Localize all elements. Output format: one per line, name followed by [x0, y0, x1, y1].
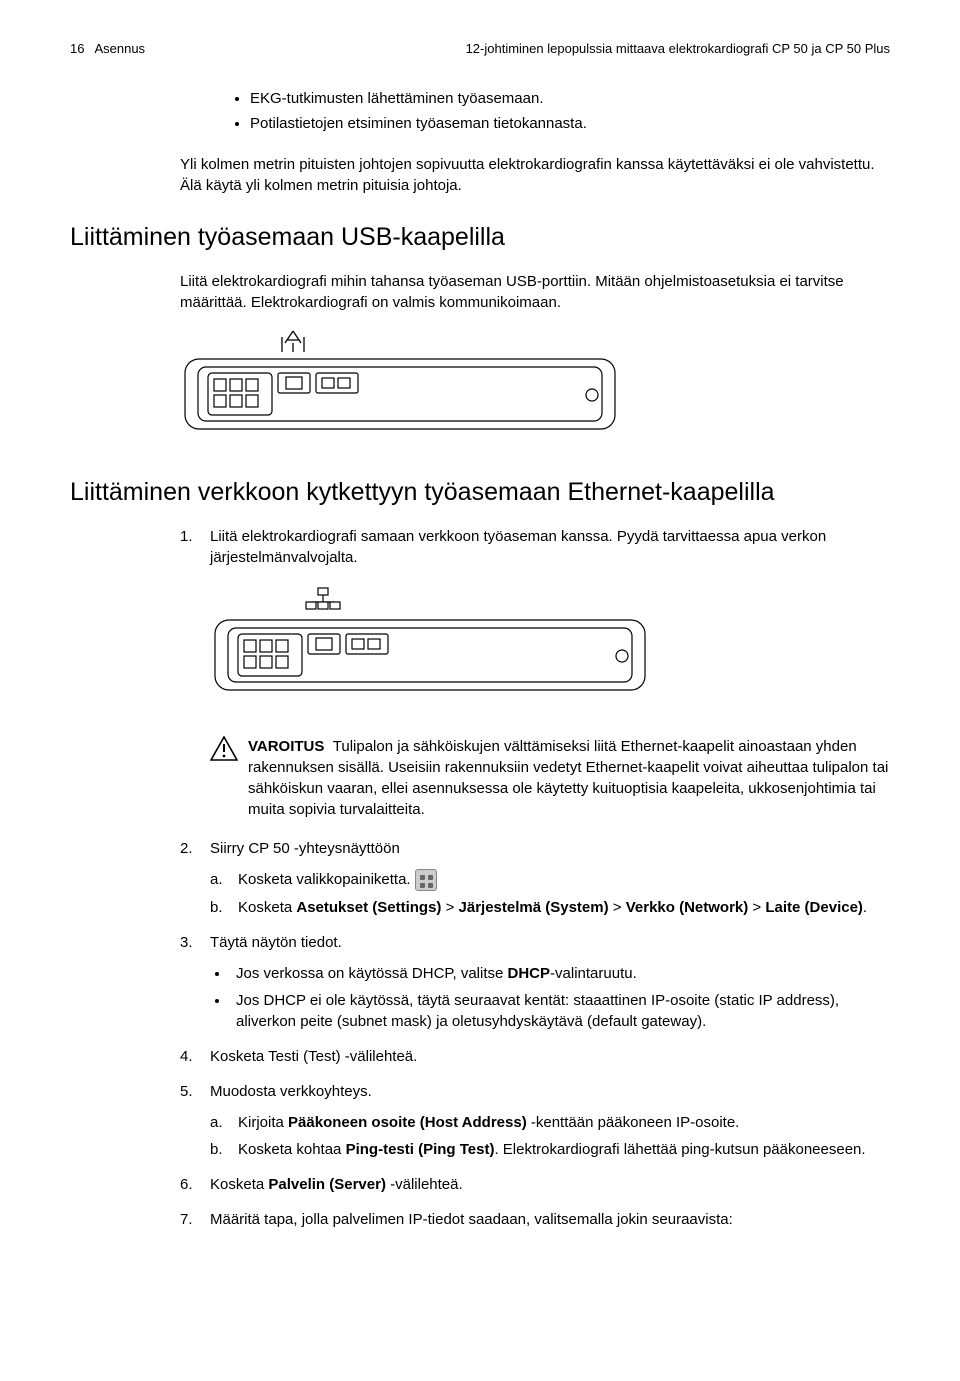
list-item: Jos DHCP ei ole käytössä, täytä seuraava… — [230, 990, 890, 1032]
step-text: Siirry CP 50 -yhteysnäyttöön — [210, 840, 400, 857]
device-illustration-usb — [180, 331, 890, 447]
step-2: Siirry CP 50 -yhteysnäyttöön Kosketa val… — [180, 838, 890, 918]
step-text: Muodosta verkkoyhteys. — [210, 1083, 372, 1100]
step-5a: Kirjoita Pääkoneen osoite (Host Address)… — [210, 1112, 890, 1133]
page-header: 16 Asennus 12-johtiminen lepopulssia mit… — [70, 40, 890, 58]
step-5b: Kosketa kohtaa Ping-testi (Ping Test). E… — [210, 1139, 890, 1160]
step-text: Täytä näytön tiedot. — [210, 934, 342, 951]
top-bullet-list: EKG-tutkimusten lähettäminen työasemaan.… — [230, 88, 890, 134]
step-2b: Kosketa Asetukset (Settings) > Järjestel… — [210, 897, 890, 918]
doc-title: 12-johtiminen lepopulssia mittaava elekt… — [466, 40, 890, 58]
list-item: EKG-tutkimusten lähettäminen työasemaan. — [250, 88, 890, 109]
step-7: Määritä tapa, jolla palvelimen IP-tiedot… — [180, 1209, 890, 1230]
step-2a: Kosketa valikkopainiketta. — [210, 869, 890, 891]
step-text: Liitä elektrokardiografi samaan verkkoon… — [210, 528, 826, 566]
paragraph: Yli kolmen metrin pituisten johtojen sop… — [180, 154, 890, 196]
warning-text: VAROITUS Tulipalon ja sähköiskujen vältt… — [248, 736, 890, 820]
menu-button-icon — [415, 869, 437, 891]
list-item: Jos verkossa on käytössä DHCP, valitse D… — [230, 963, 890, 984]
warning-icon — [210, 736, 248, 820]
section-label: Asennus — [94, 40, 145, 58]
step-text: Määritä tapa, jolla palvelimen IP-tiedot… — [210, 1211, 733, 1228]
paragraph: Liitä elektrokardiografi mihin tahansa t… — [180, 271, 890, 313]
step-5: Muodosta verkkoyhteys. Kirjoita Pääkonee… — [180, 1081, 890, 1160]
list-item: Potilastietojen etsiminen työaseman tiet… — [250, 113, 890, 134]
numbered-steps-continued: Siirry CP 50 -yhteysnäyttöön Kosketa val… — [180, 838, 890, 1230]
warning-body: Tulipalon ja sähköiskujen välttämiseksi … — [248, 738, 888, 818]
warning-callout: VAROITUS Tulipalon ja sähköiskujen vältt… — [210, 736, 890, 820]
step-text: Kosketa Testi (Test) -välilehteä. — [210, 1048, 417, 1065]
sub-steps: Kosketa valikkopainiketta. Kosketa Asetu… — [210, 869, 890, 918]
step-1: Liitä elektrokardiografi samaan verkkoon… — [180, 526, 890, 708]
sub-text: Kosketa valikkopainiketta. — [238, 871, 411, 888]
step-3-bullets: Jos verkossa on käytössä DHCP, valitse D… — [210, 963, 890, 1032]
page-number: 16 — [70, 40, 84, 58]
warning-label: VAROITUS — [248, 738, 324, 755]
step-6: Kosketa Palvelin (Server) -välilehteä. — [180, 1174, 890, 1195]
sub-steps: Kirjoita Pääkoneen osoite (Host Address)… — [210, 1112, 890, 1160]
device-illustration-ethernet — [210, 586, 890, 708]
step-4: Kosketa Testi (Test) -välilehteä. — [180, 1046, 890, 1067]
section-heading-usb: Liittäminen työasemaan USB-kaapelilla — [70, 220, 890, 255]
step-3: Täytä näytön tiedot. Jos verkossa on käy… — [180, 932, 890, 1032]
section-heading-ethernet: Liittäminen verkkoon kytkettyyn työasema… — [70, 475, 890, 510]
numbered-steps: Liitä elektrokardiografi samaan verkkoon… — [180, 526, 890, 708]
